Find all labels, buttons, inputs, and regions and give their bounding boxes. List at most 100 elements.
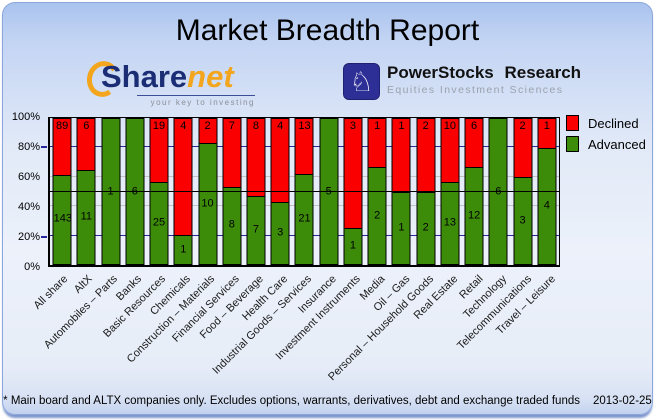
legend-declined-swatch — [566, 115, 579, 131]
bar-slot-construction-materials: 2 10 — [195, 118, 219, 265]
declined-segment — [344, 119, 362, 228]
advanced-count-label: 7 — [252, 223, 260, 236]
declined-count-label: 4 — [180, 120, 187, 132]
bar-slot-banks: 6 — [123, 118, 147, 265]
declined-count-label: 2 — [422, 120, 429, 132]
fifty-percent-line — [50, 190, 559, 192]
sharenet-wordmark: Sharenet — [101, 59, 234, 95]
declined-segment — [77, 119, 95, 171]
bar-slot-technology: 6 — [486, 118, 510, 265]
legend-advanced-label: Advanced — [588, 136, 646, 152]
advanced-count-label: 2 — [422, 221, 429, 234]
advanced-count-label: 3 — [277, 226, 284, 239]
declined-count-label: 7 — [228, 120, 235, 132]
y-axis-label-60: 60% — [17, 171, 40, 183]
declined-segment — [441, 119, 459, 183]
advanced-segment — [223, 186, 241, 264]
declined-count-label: 2 — [519, 120, 526, 132]
advanced-segment — [514, 177, 532, 264]
declined-count-label: 4 — [277, 120, 284, 132]
declined-segment — [392, 119, 410, 192]
y-axis-label-20: 20% — [17, 231, 40, 243]
advanced-segment — [199, 143, 217, 264]
advanced-segment — [150, 181, 168, 264]
declined-segment — [295, 119, 313, 175]
declined-segment — [53, 119, 71, 175]
bar-construction-materials: 2 10 — [198, 118, 218, 265]
advanced-count-label: 13 — [443, 216, 456, 229]
declined-segment — [368, 119, 386, 168]
advanced-segment — [53, 174, 71, 264]
advanced-count-label: 1 — [102, 186, 119, 197]
declined-count-label: 10 — [443, 120, 456, 132]
legend-item-declined: Declined — [566, 115, 646, 131]
advanced-segment — [489, 119, 507, 264]
advanced-count-label: 1 — [349, 239, 356, 252]
bar-slot-real-estate: 10 13 — [438, 118, 462, 265]
advanced-segment — [465, 167, 483, 264]
bar-altx: 6 11 — [76, 118, 96, 265]
advanced-segment — [392, 191, 410, 264]
bar-slot-automobiles-parts: 1 — [98, 118, 122, 265]
advanced-count-label: 8 — [228, 218, 235, 231]
declined-count-label: 3 — [349, 120, 356, 132]
declined-segment — [271, 119, 289, 202]
declined-count-label: 13 — [298, 120, 311, 132]
advanced-count-label: 6 — [126, 186, 143, 197]
sharenet-logo: Sharenet your key to investing — [83, 58, 259, 107]
y-axis-label-0: 0% — [24, 261, 40, 273]
bar-slot-insurance: 5 — [317, 118, 341, 265]
powerstocks-name: PowerStocks Research — [387, 63, 582, 82]
declined-count-label: 1 — [543, 120, 550, 132]
legend-item-advanced: Advanced — [566, 136, 646, 152]
bar-technology: 6 — [488, 118, 508, 265]
declined-segment — [417, 119, 435, 192]
advanced-segment — [320, 119, 338, 264]
declined-count-label: 1 — [374, 120, 381, 132]
declined-count-label: 2 — [204, 120, 211, 132]
sharenet-tagline: your key to investing — [137, 95, 255, 107]
advanced-count-label: 6 — [490, 186, 507, 197]
advanced-count-label: 3 — [519, 214, 526, 226]
declined-segment — [174, 119, 192, 235]
advanced-segment — [247, 196, 265, 264]
advanced-segment — [441, 182, 459, 264]
bar-all-share: 89 143 — [52, 118, 72, 265]
y-axis-label-80: 80% — [17, 141, 40, 153]
bar-insurance: 5 — [319, 118, 339, 265]
knight-chess-icon: ♘ — [343, 63, 380, 100]
declined-count-label: 1 — [398, 120, 405, 132]
declined-count-label: 8 — [252, 120, 260, 132]
advanced-count-label: 10 — [201, 197, 214, 210]
powerstocks-logo: ♘ PowerStocks Research Equities Investme… — [343, 63, 581, 105]
bar-slot-industrial-goods-services: 13 21 — [292, 118, 316, 265]
footnote: * Main board and ALTX companies only. Ex… — [3, 395, 652, 407]
declined-count-label: 6 — [83, 120, 90, 132]
advanced-segment — [126, 119, 144, 264]
advanced-segment — [102, 119, 120, 264]
advanced-count-label: 1 — [398, 221, 405, 234]
declined-segment — [465, 119, 483, 168]
y-tick-80 — [41, 146, 47, 148]
advanced-count-label: 143 — [53, 212, 72, 225]
report-date: 2013-02-25 — [593, 395, 652, 407]
plot-area: 8914361116192541210788743132153112112210… — [48, 117, 560, 267]
legend-advanced-swatch — [566, 136, 579, 152]
advanced-segment — [271, 201, 289, 264]
legend-declined-label: Declined — [588, 115, 639, 131]
advanced-segment — [174, 235, 192, 264]
declined-segment — [150, 119, 168, 182]
